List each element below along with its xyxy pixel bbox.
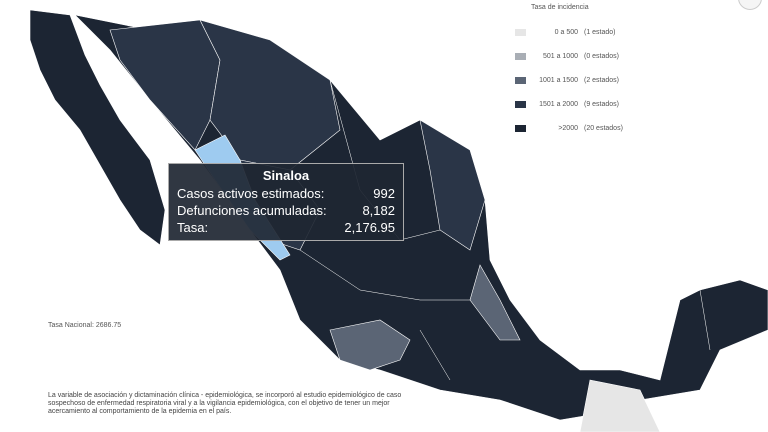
legend-title: Tasa de incidencia [531, 4, 589, 11]
legend: Tasa de incidencia 0 a 500 (1 estado) 501 … [515, 4, 623, 140]
legend-range: 0 a 500 [554, 28, 578, 36]
tooltip-row: Casos activos estimados: 992 [177, 186, 395, 201]
legend-range: 501 a 1000 [542, 52, 578, 60]
legend-swatch [515, 52, 526, 60]
legend-count: (9 estados) [584, 100, 620, 108]
legend-item[interactable]: 501 a 1000 (0 estados) [515, 44, 623, 68]
legend-count: (20 estados) [584, 124, 623, 132]
state-veracruz[interactable] [469, 264, 521, 341]
state-tamaulipas[interactable] [419, 119, 486, 251]
tasa-nacional: Tasa Nacional: 2686.75 [48, 322, 122, 329]
legend-range: 1001 a 1500 [539, 76, 578, 84]
legend-swatch [515, 124, 526, 132]
legend-count: (0 estados) [584, 52, 620, 60]
legend-swatch [515, 28, 526, 36]
state-michoacan[interactable] [329, 319, 411, 371]
legend-count: (1 estado) [584, 28, 616, 36]
legend-item[interactable]: 1001 a 1500 (2 estados) [515, 68, 623, 92]
legend-item[interactable]: 1501 a 2000 (9 estados) [515, 92, 623, 116]
legend-item[interactable]: 0 a 500 (1 estado) [515, 20, 623, 44]
legend-swatch [515, 100, 526, 108]
footnote: La variable de asociación y dictaminació… [48, 392, 402, 415]
legend-range: >2000 [558, 124, 578, 132]
tooltip-row: Tasa: 2,176.95 [177, 220, 395, 235]
state-tooltip: Sinaloa Casos activos estimados: 992 Defu… [168, 163, 404, 241]
legend-range: 1501 a 2000 [539, 100, 578, 108]
state-chiapas[interactable] [579, 379, 661, 432]
state-baja-california[interactable] [29, 9, 166, 246]
tooltip-row: Defunciones acumuladas: 8,182 [177, 203, 395, 218]
legend-item[interactable]: >2000 (20 estados) [515, 116, 623, 140]
tooltip-title: Sinaloa [262, 168, 310, 183]
legend-swatch [515, 76, 526, 84]
legend-count: (2 estados) [584, 76, 620, 84]
